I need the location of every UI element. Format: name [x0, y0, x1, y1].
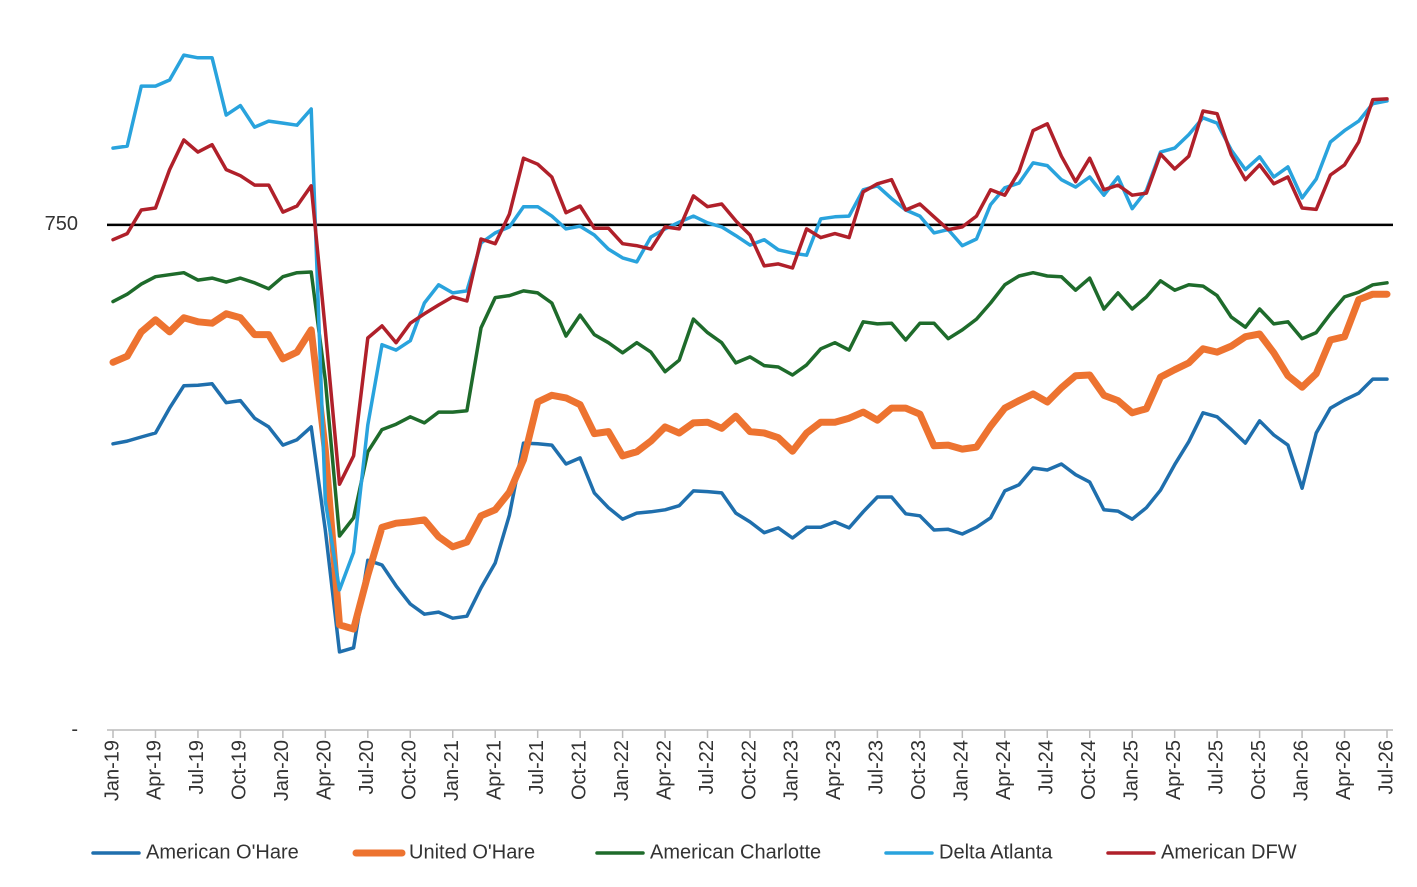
x-tick-label: Jul-20: [356, 740, 378, 794]
x-tick-label: Jan-25: [1120, 740, 1142, 801]
x-tick-label: Apr-26: [1333, 740, 1355, 800]
x-tick-label: Jul-19: [186, 740, 208, 794]
x-tick-label: Apr-23: [823, 740, 845, 800]
series-line: [111, 97, 1389, 486]
x-tick-label: Apr-20: [314, 740, 336, 800]
legend-label: United O'Hare: [409, 841, 535, 863]
x-tick-label: Apr-19: [144, 740, 166, 800]
x-tick-label: Apr-22: [653, 740, 675, 800]
x-tick-label: Jul-26: [1375, 740, 1397, 794]
x-tick-label: Jan-22: [611, 740, 633, 801]
legend-label: American DFW: [1161, 841, 1297, 863]
x-tick-label: Apr-25: [1163, 740, 1185, 800]
x-tick-label: Oct-19: [229, 740, 251, 800]
x-tick-label: Jul-23: [866, 740, 888, 794]
series-line: [111, 270, 1389, 538]
legend-label: American O'Hare: [146, 841, 299, 863]
x-tick-label: Jan-21: [441, 740, 463, 801]
series-line: [111, 377, 1389, 654]
series-line: [109, 290, 1391, 633]
x-tick-label: Oct-24: [1078, 740, 1100, 800]
x-tick-label: Apr-21: [483, 740, 505, 800]
y-tick-label: 750: [45, 213, 78, 235]
x-tick-label: Apr-24: [993, 740, 1015, 800]
x-tick-label: Oct-23: [908, 740, 930, 800]
legend-label: American Charlotte: [650, 841, 821, 863]
x-tick-label: Oct-25: [1248, 740, 1270, 800]
x-tick-label: Jul-24: [1036, 740, 1058, 794]
x-tick-label: Jan-24: [951, 740, 973, 801]
x-tick-label: Oct-21: [568, 740, 590, 800]
x-tick-label: Jan-23: [781, 740, 803, 801]
series-line: [111, 53, 1389, 592]
x-tick-label: Jul-22: [696, 740, 718, 794]
x-tick-label: Jan-26: [1290, 740, 1312, 801]
y-tick-label: -: [71, 718, 78, 740]
x-tick-label: Oct-20: [399, 740, 421, 800]
x-tick-label: Jul-25: [1205, 740, 1227, 794]
x-tick-label: Jan-20: [271, 740, 293, 801]
legend-label: Delta Atlanta: [939, 841, 1053, 863]
x-tick-label: Jul-21: [526, 740, 548, 794]
x-tick-label: Jan-19: [101, 740, 123, 801]
x-tick-label: Oct-22: [738, 740, 760, 800]
